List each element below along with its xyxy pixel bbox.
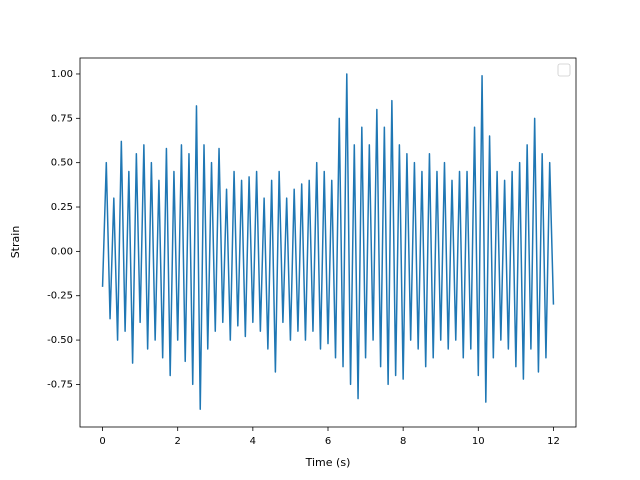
x-axis-label: Time (s) [305,456,351,469]
x-tick-label: 2 [175,436,181,447]
plot-frame [79,57,577,428]
y-tick-label: 0.50 [51,158,73,169]
data-line [101,73,555,411]
y-tick-label: 1.00 [51,69,73,80]
x-tick-label: 0 [99,436,105,447]
y-tick-label: 0.25 [51,202,73,213]
x-tick-label: 6 [325,436,331,447]
y-tick-label: 0.00 [51,246,73,257]
y-tick-label: -0.50 [47,335,73,346]
y-tick-label: -0.75 [47,379,73,390]
y-axis-label: Strain [9,226,22,259]
x-tick-label: 8 [400,436,406,447]
x-tick-label: 12 [547,436,560,447]
x-tick-label: 4 [250,436,256,447]
x-tick-label: 10 [472,436,485,447]
y-tick-label: 0.75 [51,113,73,124]
y-tick-label: -0.25 [47,291,73,302]
legend [557,63,571,77]
